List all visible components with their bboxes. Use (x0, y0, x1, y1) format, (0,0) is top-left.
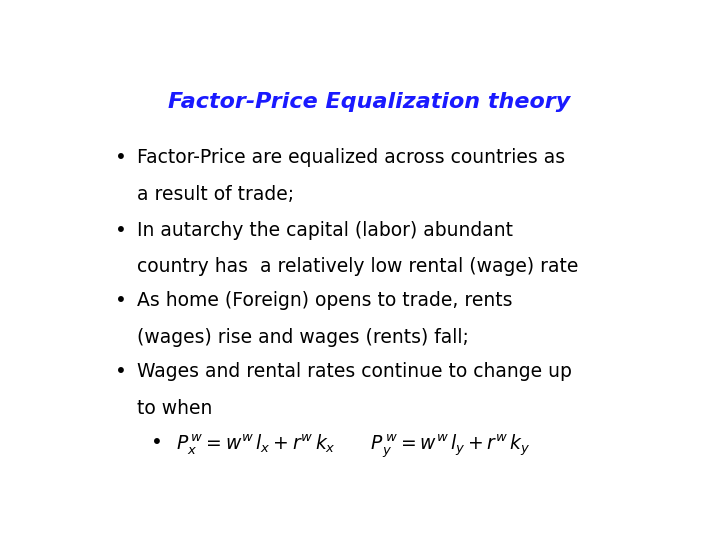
Text: •: • (114, 362, 127, 381)
Text: Factor-Price Equalization theory: Factor-Price Equalization theory (168, 92, 570, 112)
Text: In autarchy the capital (labor) abundant: In autarchy the capital (labor) abundant (138, 221, 513, 240)
Text: •: • (114, 221, 127, 240)
Text: a result of trade;: a result of trade; (138, 185, 294, 204)
Text: •: • (114, 292, 127, 310)
Text: •: • (114, 148, 127, 167)
Text: As home (Foreign) opens to trade, rents: As home (Foreign) opens to trade, rents (138, 292, 513, 310)
Text: Wages and rental rates continue to change up: Wages and rental rates continue to chang… (138, 362, 572, 381)
Text: $P_x^{\,w} = w^w\, l_x + r^w\, k_x$$\quad\quad P_y^{\,w} = w^w\, l_y + r^w\, k_y: $P_x^{\,w} = w^w\, l_x + r^w\, k_x$$\qua… (176, 433, 531, 461)
Text: to when: to when (138, 399, 213, 417)
Text: •: • (151, 433, 163, 452)
Text: Factor-Price are equalized across countries as: Factor-Price are equalized across countr… (138, 148, 565, 167)
Text: country has  a relatively low rental (wage) rate: country has a relatively low rental (wag… (138, 258, 579, 276)
Text: (wages) rise and wages (rents) fall;: (wages) rise and wages (rents) fall; (138, 328, 469, 347)
